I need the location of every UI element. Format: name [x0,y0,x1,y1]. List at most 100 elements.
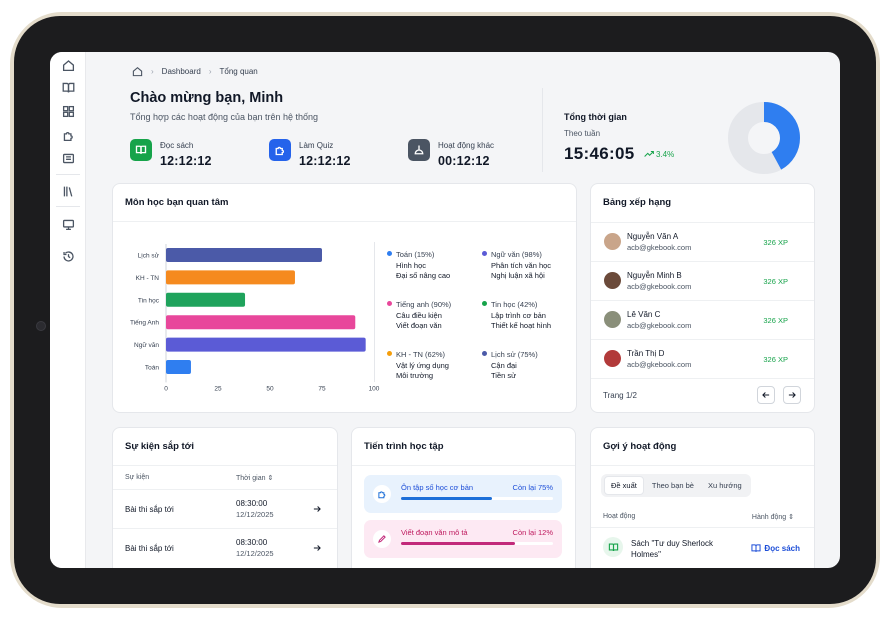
col-event-header: Sự kiện [125,474,150,481]
progress-track [401,542,553,545]
stat-label: Làm Quiz [299,141,334,150]
card-divider [591,465,814,466]
x-tick-label: 0 [164,385,168,392]
arrow-right-icon [788,392,796,398]
sort-icon: ⇕ [788,514,794,521]
progress-fill [401,497,493,500]
x-tick-label: 25 [214,385,222,392]
stat-reading: Đọc sách 12:12:12 [130,139,212,168]
time-donut-chart [728,102,800,174]
legend-head: Lịch sử (75%) [482,350,538,361]
puzzle-icon [373,485,391,503]
book-icon [130,139,152,161]
camera-dot [36,321,46,331]
legend-topic: Vật lý ứng dụng [396,360,449,370]
book-open-icon[interactable] [60,79,76,95]
tab-trending[interactable]: Xu hướng [707,481,742,490]
legend-label: Tiếng anh (90%) [396,300,452,309]
newspaper-icon[interactable] [60,150,76,166]
event-row[interactable]: Bài thi sắp tới 08:30:00 12/12/2025 [113,528,337,567]
grid-icon[interactable] [60,103,76,119]
x-tick-label: 50 [266,385,274,392]
library-icon[interactable] [60,183,76,199]
avatar [604,350,621,367]
legend-label: Lịch sử (75%) [491,350,538,359]
tab-recommended[interactable]: Đề xuất [604,476,644,495]
pagination-label: Trang 1/2 [603,391,637,400]
stat-quiz: Làm Quiz 12:12:12 [269,139,351,168]
total-time-period[interactable]: Theo tuần [564,129,601,138]
breadcrumb-current: Tổng quan [219,67,258,76]
screen: › Dashboard › Tổng quan Chào mừng bạn, M… [50,52,840,568]
ranking-row[interactable]: Nguyễn Văn A acb@gkebook.com 326 XP [591,223,814,262]
legend-item: KH - TN (62%) Vật lý ứng dụng Môi trường [387,350,449,382]
col-action-header[interactable]: Hành động ⇕ [752,513,794,521]
avatar [604,233,621,250]
pencil-icon [373,530,391,548]
next-page-button[interactable] [783,386,801,404]
ranking-row[interactable]: Lê Văn C acb@gkebook.com 326 XP [591,301,814,340]
book-icon [603,537,623,557]
legend-item: Lịch sử (75%) Cận đại Tiền sử [482,350,538,382]
progress-title: Tiến trình học tập [364,441,444,452]
legend-divider [374,242,375,382]
home-icon[interactable] [60,57,76,73]
col-time-label: Thời gian [236,475,266,482]
col-activity-header: Hoạt động [603,513,636,520]
bar-5[interactable] [166,360,191,374]
tab-friends[interactable]: Theo bạn bè [651,481,694,490]
home-icon[interactable] [132,66,143,77]
breadcrumb-dashboard[interactable]: Dashboard [161,67,201,76]
category-label: Toán [145,365,159,372]
legend-item: Ngữ văn (98%) Phân tích văn học Nghị luận … [482,250,551,282]
progress-item[interactable]: Viết đoạn văn mô tả Còn lại 12% [364,520,562,558]
suggestion-tabs: Đề xuất Theo bạn bè Xu hướng [601,474,751,497]
bar-2[interactable] [166,292,246,307]
bar-0[interactable] [166,248,322,262]
event-time: 08:30:00 12/12/2025 [236,537,274,559]
avatar [604,311,621,328]
ranking-xp: 326 XP [763,316,788,325]
bar-4[interactable] [166,337,366,352]
total-time-title: Tổng thời gian [564,112,627,122]
ranking-name: Nguyễn Văn A [627,232,679,241]
page-title: Chào mừng bạn, Minh [130,90,284,106]
event-row[interactable]: Bài thi sắp tới 08:30:00 12/12/2025 [113,489,337,528]
legend-head: KH - TN (62%) [387,350,449,361]
puzzle-icon[interactable] [60,127,76,143]
ranking-row[interactable]: Nguyễn Minh B acb@gkebook.com 326 XP [591,262,814,301]
legend-head: Ngữ văn (98%) [482,250,551,261]
event-time-value: 08:30:00 [236,499,268,508]
legend-topic: Nghị luận xã hội [491,271,545,280]
prev-page-button[interactable] [757,386,775,404]
ranking-email: acb@gkebook.com [627,360,692,369]
stat-value: 12:12:12 [299,154,351,168]
legend-dot [387,251,392,256]
progress-item[interactable]: Ôn tập số học cơ bản Còn lại 75% [364,475,562,513]
arrow-right-icon[interactable] [312,543,322,553]
ranking-row[interactable]: Trần Thị D acb@gkebook.com 326 XP [591,340,814,379]
legend-label: Toán (15%) [396,250,435,259]
stat-value: 12:12:12 [160,154,212,168]
legend-topic: Phân tích văn học [491,260,552,270]
arrow-right-icon[interactable] [312,504,322,514]
bar-3[interactable] [166,315,356,330]
event-date: 12/12/2025 [236,549,274,558]
ranking-title: Bảng xếp hạng [603,197,672,208]
presentation-icon[interactable] [60,216,76,232]
legend-dot [387,301,392,306]
legend-topic: Hình học [396,260,427,270]
stat-other: Hoạt động khác 00:12:12 [408,139,494,168]
category-label: Tin học [138,297,160,304]
breadcrumb-separator: › [208,67,212,76]
col-time-header[interactable]: Thời gian ⇕ [236,474,273,482]
event-date: 12/12/2025 [236,510,274,519]
legend-head: Tin học (42%) [482,300,551,311]
legend-topic: Cận đại [491,360,517,370]
progress-fill [401,542,515,545]
bar-1[interactable] [166,270,295,285]
stat-label: Hoạt động khác [438,141,495,150]
history-icon[interactable] [60,248,76,264]
read-book-button[interactable]: Đọc sách [751,543,800,553]
ranking-xp: 326 XP [763,277,788,286]
